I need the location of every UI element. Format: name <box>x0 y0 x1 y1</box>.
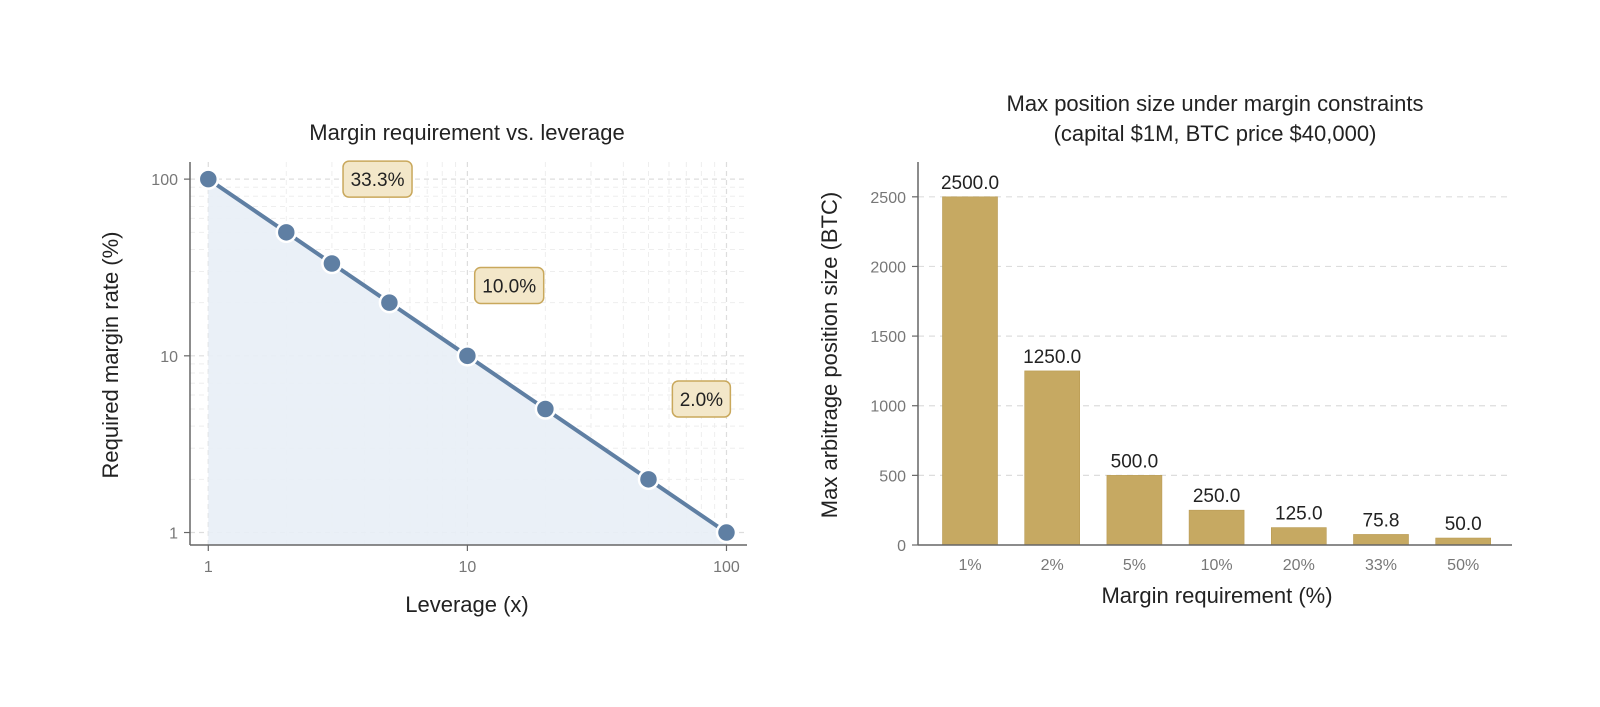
right-chart-data-label: 1250.0 <box>1023 347 1081 368</box>
right-chart-bar <box>1435 537 1491 546</box>
left-chart-annotation-box <box>342 160 413 198</box>
right-chart-ytick-label: 0 <box>897 538 906 555</box>
right-chart-xtick-label: 5% <box>1123 557 1146 574</box>
right-chart-xtick-label: 33% <box>1365 557 1397 574</box>
left-chart-annotation-label: 33.3% <box>351 170 405 191</box>
right-chart-bar <box>1188 509 1245 546</box>
left-chart-point <box>321 252 343 275</box>
left-chart-plot-area: 1 10 100 1 10 100 33.3% 10.0% 2.0% <box>151 160 747 576</box>
left-chart-point <box>378 291 401 314</box>
left-chart-ytick-label: 1 <box>169 526 178 543</box>
right-chart-ytick-label: 1500 <box>870 329 906 346</box>
left-chart-ytick-label: 100 <box>151 172 178 189</box>
right-chart-bar <box>942 196 998 546</box>
left-chart-point <box>637 468 660 491</box>
left-chart-xlabel: Leverage (x) <box>405 592 529 617</box>
left-chart-point <box>715 521 738 544</box>
right-chart-xtick-label: 50% <box>1447 557 1479 574</box>
left-chart-annotation-label: 10.0% <box>482 277 536 298</box>
right-chart-data-label: 250.0 <box>1193 486 1241 507</box>
right-chart-subtitle: (capital $1M, BTC price $40,000) <box>1054 121 1377 146</box>
right-chart-xtick-label: 2% <box>1041 557 1064 574</box>
right-chart-ytick-label: 1000 <box>870 399 906 416</box>
right-chart-data-label: 125.0 <box>1275 504 1323 525</box>
right-chart-ytick-label: 500 <box>879 468 906 485</box>
right-chart-data-label: 2500.0 <box>941 173 999 194</box>
left-chart-point <box>456 345 479 367</box>
left-chart-title: Margin requirement vs. leverage <box>309 120 624 145</box>
left-chart-annotation-box <box>473 266 545 305</box>
right-chart-bar <box>1106 475 1163 546</box>
right-chart-xlabel: Margin requirement (%) <box>1101 583 1332 608</box>
right-chart-xtick-label: 20% <box>1283 557 1315 574</box>
right-chart-data-label: 500.0 <box>1111 451 1159 472</box>
right-chart-grid <box>918 196 1512 476</box>
left-chart-point <box>197 168 220 190</box>
right-chart-ytick-label: 2500 <box>870 190 906 207</box>
right-chart-title: Max position size under margin constrain… <box>1007 91 1424 116</box>
left-chart-xtick-label: 100 <box>713 559 740 576</box>
right-chart-bar <box>1353 534 1409 546</box>
right-chart-data-label: 50.0 <box>1445 514 1482 535</box>
left-chart-annotation-label: 2.0% <box>680 390 723 411</box>
right-chart-plot-area: 2500.0 1% 1250.0 2% 500.0 5% 250.0 10% 125.0 20% 7… <box>870 162 1512 574</box>
right-chart-bar <box>1024 370 1080 546</box>
left-chart-annotation-box <box>671 380 732 418</box>
right-chart-xtick-label: 10% <box>1201 557 1233 574</box>
right-chart-ytick-label: 2000 <box>870 259 906 276</box>
right-chart-data-label: 75.8 <box>1363 510 1400 531</box>
left-chart-xtick-label: 10 <box>458 559 476 576</box>
left-chart-ylabel: Required margin rate (%) <box>98 232 123 479</box>
left-chart-point <box>534 398 557 420</box>
left-chart-xtick-label: 1 <box>204 559 213 576</box>
left-chart-ytick-label: 10 <box>160 349 178 366</box>
right-chart-xtick-label: 1% <box>958 557 981 574</box>
right-chart-bar <box>1271 527 1327 546</box>
right-chart-ylabel: Max arbitrage position size (BTC) <box>817 192 842 518</box>
left-chart-point <box>275 221 298 244</box>
